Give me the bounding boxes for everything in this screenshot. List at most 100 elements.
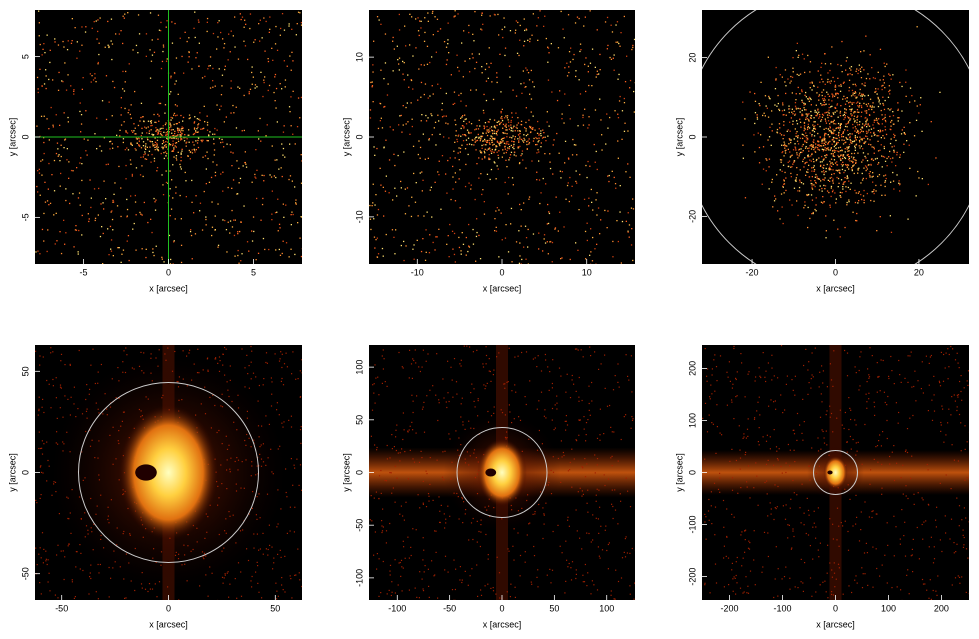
pixel	[491, 130, 493, 132]
pixel	[144, 588, 147, 590]
pixel	[437, 83, 439, 85]
pixel	[206, 358, 208, 360]
pixel	[150, 60, 153, 62]
pixel	[606, 48, 608, 50]
pixel	[474, 141, 476, 143]
y-axis-label: y [arcsec]	[674, 118, 684, 157]
pixel	[474, 138, 476, 140]
pixel	[72, 170, 74, 172]
pixel	[538, 160, 540, 162]
pixel	[122, 411, 125, 413]
pixel	[80, 552, 82, 554]
pixel	[428, 252, 431, 254]
pixel	[632, 198, 634, 200]
pixel	[50, 352, 52, 354]
pixel	[811, 170, 813, 172]
pixel	[837, 134, 840, 137]
pixel	[878, 101, 880, 103]
pixel	[388, 159, 391, 161]
pixel	[146, 132, 148, 134]
pixel	[630, 207, 633, 209]
pixel	[189, 151, 192, 153]
pixel	[138, 138, 140, 140]
pixel	[381, 525, 383, 527]
pixel	[604, 354, 606, 356]
pixel	[543, 234, 546, 236]
pixel	[259, 446, 261, 448]
pixel	[388, 192, 390, 194]
pixel	[232, 152, 234, 154]
pixel	[197, 19, 200, 21]
pixel	[90, 564, 92, 566]
pixel	[461, 144, 463, 146]
pixel	[850, 141, 852, 144]
pixel	[37, 91, 39, 94]
pixel	[41, 532, 44, 534]
pixel	[538, 248, 540, 250]
pixel	[893, 151, 895, 153]
pixel	[238, 262, 240, 264]
pixel	[172, 140, 174, 142]
pixel	[895, 139, 897, 142]
pixel	[237, 254, 239, 257]
pixel	[284, 79, 287, 81]
pixel	[248, 250, 250, 252]
pixel	[492, 132, 494, 134]
pixel	[840, 105, 842, 107]
pixel	[519, 138, 521, 140]
pixel	[513, 145, 515, 147]
pixel	[880, 144, 882, 146]
pixel	[278, 168, 280, 170]
pixel	[374, 204, 376, 206]
pixel	[795, 149, 797, 151]
pixel	[447, 123, 449, 125]
pixel	[822, 81, 824, 83]
pixel	[567, 470, 569, 472]
pixel	[853, 112, 855, 114]
pixel	[65, 89, 68, 91]
pixel	[438, 496, 440, 498]
pixel	[266, 362, 268, 364]
pixel	[154, 201, 156, 203]
pixel	[410, 215, 413, 218]
pixel	[445, 46, 448, 48]
pixel	[808, 96, 811, 98]
pixel	[157, 146, 159, 148]
pixel	[506, 149, 508, 151]
pixel	[821, 155, 823, 158]
pixel	[195, 130, 197, 132]
pixel	[288, 419, 290, 421]
pixel	[873, 192, 875, 195]
pixel	[903, 151, 905, 153]
pixel	[571, 379, 573, 381]
pixel	[465, 105, 467, 107]
pixel	[803, 127, 806, 129]
pixel	[118, 442, 120, 445]
pixel	[216, 104, 218, 106]
pixel	[385, 233, 387, 236]
pixel	[204, 413, 207, 415]
pixel	[424, 158, 426, 160]
pixel	[832, 189, 834, 191]
pixel	[557, 230, 559, 232]
pixel	[88, 218, 90, 220]
pixel	[180, 160, 182, 162]
pixel	[277, 448, 279, 450]
pixel	[190, 229, 192, 231]
pixel	[771, 123, 773, 125]
pixel	[169, 123, 171, 125]
pixel	[847, 153, 849, 156]
pixel	[423, 215, 425, 217]
pixel	[530, 581, 532, 583]
pixel	[95, 591, 97, 593]
pixel	[51, 174, 53, 176]
pixel	[41, 440, 43, 442]
pixel	[473, 400, 475, 402]
pixel	[371, 409, 374, 411]
pixel	[459, 566, 461, 568]
pixel	[222, 219, 224, 221]
pixel	[797, 157, 799, 159]
pixel	[168, 131, 170, 133]
pixel	[599, 557, 601, 559]
y-tick-label: 0	[354, 134, 364, 139]
